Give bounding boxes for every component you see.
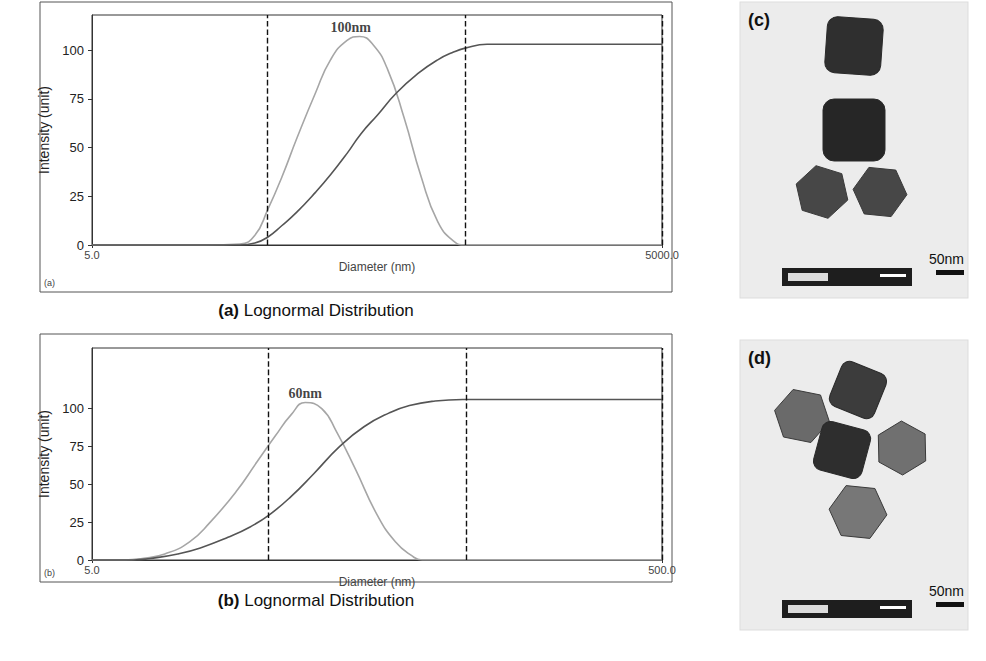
svg-text:50: 50 (70, 140, 84, 155)
svg-text:(a): (a) (44, 278, 55, 288)
svg-text:(a): (a) (218, 301, 239, 320)
svg-text:Diameter (nm): Diameter (nm) (339, 575, 416, 589)
svg-text:0: 0 (77, 238, 84, 253)
svg-text:Diameter (nm): Diameter (nm) (339, 260, 416, 274)
svg-text:(b): (b) (44, 568, 55, 578)
svg-text:Intensity (unit): Intensity (unit) (36, 86, 52, 174)
svg-text:Intensity (unit): Intensity (unit) (36, 410, 52, 498)
svg-text:0: 0 (77, 553, 84, 568)
svg-text:(d): (d) (748, 348, 771, 368)
svg-text:(c): (c) (748, 10, 770, 30)
svg-text:75: 75 (70, 439, 84, 454)
svg-text:100nm: 100nm (331, 20, 372, 35)
svg-text:(b): (b) (218, 591, 240, 610)
svg-text:50nm: 50nm (929, 251, 964, 267)
svg-text:500.0: 500.0 (648, 564, 676, 576)
svg-text:50nm: 50nm (929, 583, 964, 599)
svg-text:25: 25 (70, 189, 84, 204)
svg-text:100: 100 (62, 401, 84, 416)
svg-text:Lognormal Distribution: Lognormal Distribution (239, 301, 414, 320)
svg-text:75: 75 (70, 91, 84, 106)
svg-text:5.0: 5.0 (84, 249, 99, 261)
svg-text:Lognormal Distribution: Lognormal Distribution (239, 591, 414, 610)
svg-text:100: 100 (62, 43, 84, 58)
svg-text:5000.0: 5000.0 (645, 249, 679, 261)
svg-text:5.0: 5.0 (84, 564, 99, 576)
svg-text:25: 25 (70, 515, 84, 530)
svg-text:60nm: 60nm (289, 386, 323, 401)
svg-text:50: 50 (70, 477, 84, 492)
